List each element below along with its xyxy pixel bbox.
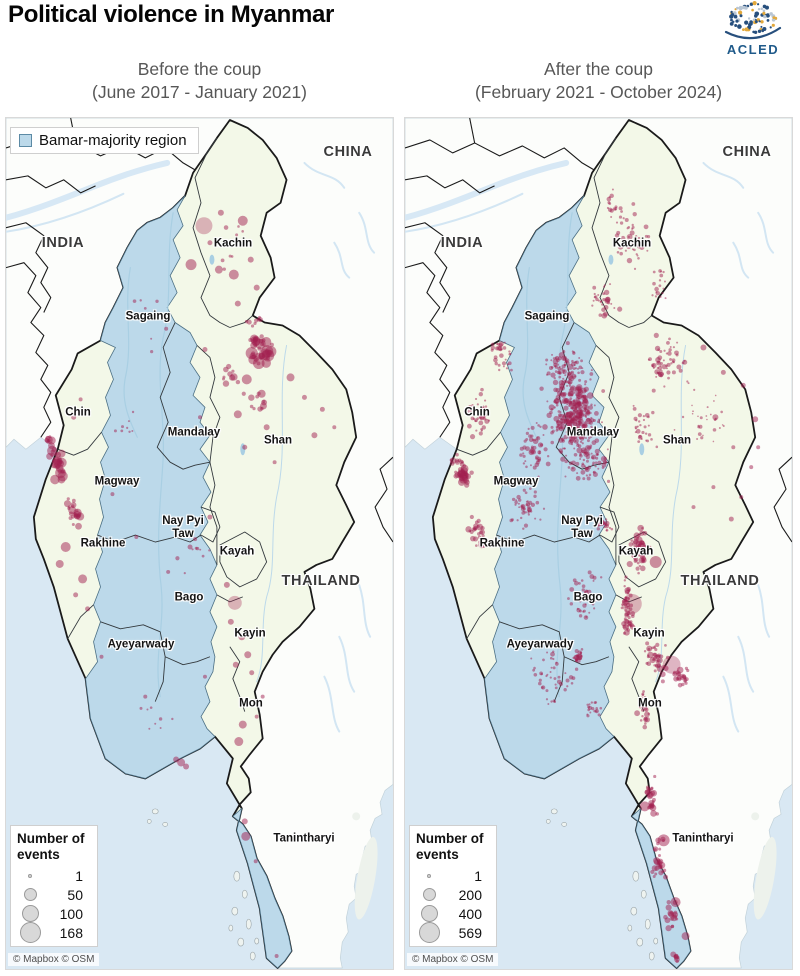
- event-dots-layer: [449, 188, 761, 963]
- map-subtitle-before: Before the coup (June 2017 - January 202…: [92, 59, 307, 103]
- legend-size-row: 168: [17, 922, 91, 943]
- map-canvas-after: [405, 118, 792, 969]
- legend-size-value: 168: [59, 924, 83, 941]
- bamar-legend: Bamar-majority region: [10, 127, 199, 154]
- legend-size-value: 1: [75, 867, 83, 884]
- legend-size-row: 1: [17, 866, 91, 885]
- legend-size-row: 400: [416, 904, 490, 923]
- legend-size-circle-icon: [422, 888, 436, 901]
- map-attribution: © Mapbox © OSM: [8, 953, 100, 966]
- acled-logo: ACLED: [712, 0, 794, 57]
- legend-size-row: 100: [17, 904, 91, 923]
- legend-size-value: 400: [458, 905, 482, 922]
- legend-size-value: 50: [67, 886, 83, 903]
- page-title: Political violence in Myanmar: [8, 1, 335, 28]
- acled-globe-icon: [724, 1, 782, 40]
- map-subtitle-after: After the coup (February 2021 - October …: [474, 59, 723, 103]
- legend-size-circle-icon: [23, 888, 37, 901]
- legend-size-row: 1: [416, 866, 490, 885]
- event-dots-layer: [44, 209, 337, 959]
- legend-size-circle-icon: [19, 922, 41, 943]
- legend-size-value: 200: [458, 886, 482, 903]
- bamar-swatch-icon: [19, 134, 32, 147]
- map-panel-after: CHINA INDIA THAILAND Kachin Sagaing Chin Manda…: [404, 117, 793, 970]
- legend-size-circle-icon: [420, 905, 438, 922]
- events-legend-rows: 1 50 100 168: [17, 866, 91, 943]
- legend-size-value: 569: [458, 924, 482, 941]
- legend-size-row: 200: [416, 885, 490, 904]
- events-legend-before: Number of events 1 50 100 168: [10, 824, 98, 947]
- acled-logo-text: ACLED: [726, 42, 780, 57]
- legend-size-circle-icon: [21, 905, 39, 922]
- legend-size-circle-icon: [28, 873, 32, 878]
- legend-size-row: 569: [416, 922, 490, 943]
- legend-size-value: 100: [59, 905, 83, 922]
- map-attribution: © Mapbox © OSM: [407, 953, 499, 966]
- events-legend-title: Number of events: [17, 830, 85, 862]
- legend-size-circle-icon: [427, 873, 431, 878]
- map-panel-before: CHINA INDIA THAILAND Kachin Sagaing Chin Manda…: [5, 117, 394, 970]
- events-legend-after: Number of events 1 200 400 569: [409, 824, 497, 947]
- events-legend-title: Number of events: [416, 830, 484, 862]
- map-canvas-before: [6, 118, 393, 969]
- legend-size-circle-icon: [418, 922, 440, 943]
- events-legend-rows: 1 200 400 569: [416, 866, 490, 943]
- bamar-legend-label: Bamar-majority region: [39, 132, 187, 149]
- legend-size-value: 1: [474, 867, 482, 884]
- legend-size-row: 50: [17, 885, 91, 904]
